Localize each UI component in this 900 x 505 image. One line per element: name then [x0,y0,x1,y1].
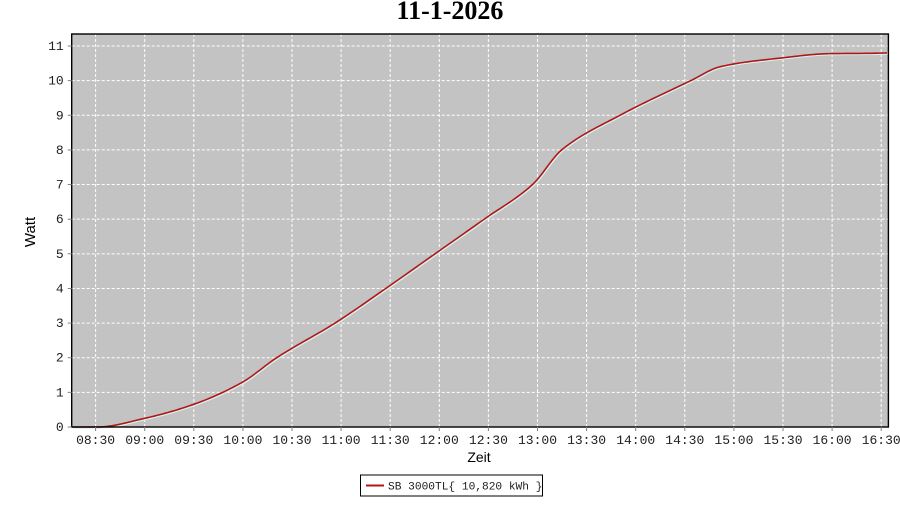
svg-text:15:00: 15:00 [714,433,753,448]
svg-text:5: 5 [56,247,64,262]
svg-text:7: 7 [56,178,64,193]
svg-text:0: 0 [56,420,64,435]
svg-text:11:00: 11:00 [322,433,361,448]
svg-text:08:30: 08:30 [76,433,115,448]
svg-text:6: 6 [56,212,64,227]
svg-text:13:00: 13:00 [518,433,557,448]
svg-text:13:30: 13:30 [567,433,606,448]
svg-text:14:00: 14:00 [616,433,655,448]
svg-text:SB 3000TL{ 10,820 kWh }: SB 3000TL{ 10,820 kWh } [388,482,542,494]
svg-text:09:00: 09:00 [125,433,164,448]
svg-text:09:30: 09:30 [174,433,213,448]
svg-text:9: 9 [56,108,64,123]
svg-text:12:00: 12:00 [420,433,459,448]
svg-text:11:30: 11:30 [371,433,410,448]
svg-text:10:30: 10:30 [272,433,311,448]
svg-text:Zeit: Zeit [467,449,490,465]
svg-text:2: 2 [56,351,64,366]
svg-text:8: 8 [56,143,64,158]
svg-text:14:30: 14:30 [665,433,704,448]
svg-text:4: 4 [56,281,64,296]
svg-text:16:30: 16:30 [862,433,900,448]
svg-text:16:00: 16:00 [813,433,852,448]
svg-text:15:30: 15:30 [763,433,802,448]
svg-text:Watt: Watt [22,216,39,247]
svg-text:12:30: 12:30 [469,433,508,448]
svg-text:10: 10 [48,74,64,89]
svg-text:10:00: 10:00 [223,433,262,448]
svg-text:1: 1 [56,385,64,400]
svg-text:3: 3 [56,316,64,331]
svg-text:11: 11 [48,39,64,54]
